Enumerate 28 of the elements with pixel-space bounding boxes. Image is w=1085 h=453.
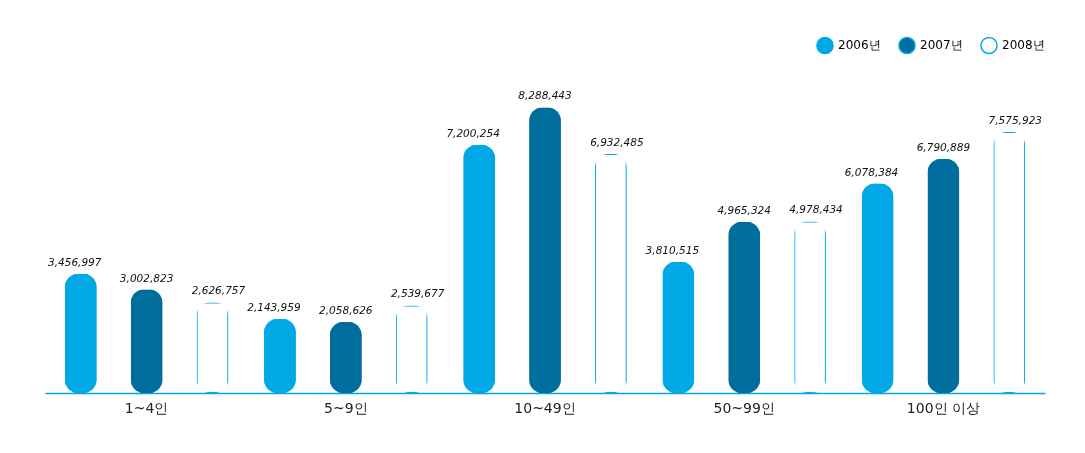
data-label: 8,288,443	[518, 89, 572, 102]
bar	[728, 221, 761, 393]
data-label: 3,002,823	[119, 271, 174, 284]
x-tick-label: 100인 이상	[906, 399, 980, 416]
data-label: 6,078,384	[844, 165, 899, 178]
data-label: 7,200,254	[446, 126, 500, 139]
x-tick-label: 1~4인	[124, 399, 169, 416]
x-tick-label: 50~99인	[713, 399, 775, 416]
data-label: 3,456,997	[48, 255, 102, 268]
legend-label: 2008년	[1002, 38, 1045, 53]
bar	[130, 289, 163, 393]
bar	[529, 107, 561, 393]
legend-label: 2007년	[920, 38, 963, 53]
x-tick-label: 10~49인	[514, 399, 576, 416]
data-label: 2,539,677	[390, 287, 445, 300]
data-label: 2,626,757	[191, 284, 246, 297]
x-tick-label: 5~9인	[324, 399, 368, 416]
data-label: 4,978,434	[789, 203, 843, 216]
data-label: 2,058,626	[319, 304, 373, 317]
data-label: 2,143,959	[247, 301, 301, 314]
bar	[329, 322, 362, 393]
legend-label: 2006년	[838, 38, 881, 53]
data-label: 3,810,515	[645, 243, 700, 256]
data-label: 4,965,324	[717, 203, 771, 216]
bar	[927, 159, 960, 393]
data-label: 6,790,889	[916, 141, 971, 153]
data-label: 6,932,485	[590, 136, 644, 149]
data-label: 7,575,923	[988, 113, 1042, 126]
